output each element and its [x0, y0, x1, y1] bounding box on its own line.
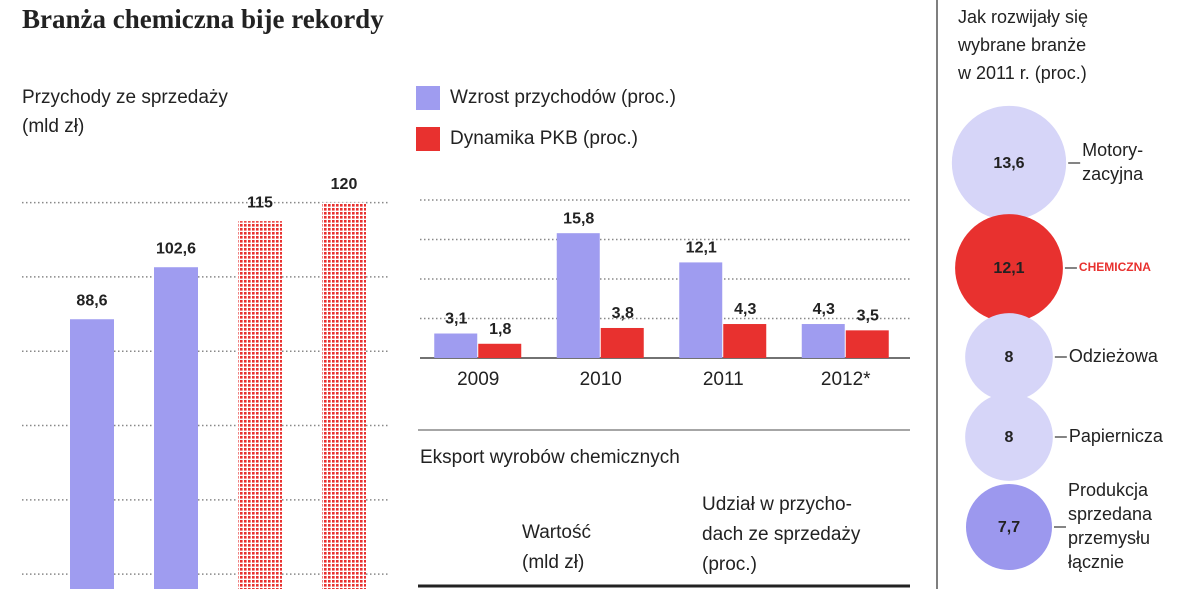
bar	[723, 324, 767, 358]
value-label: 7,7	[998, 519, 1020, 536]
category-label: Motory-	[1082, 140, 1143, 160]
bar	[154, 267, 198, 589]
column-header: (proc.)	[702, 554, 757, 575]
legend-swatch	[416, 127, 440, 151]
value-label: 1,8	[489, 321, 511, 338]
page-title: Branża chemiczna bije rekordy	[22, 4, 384, 34]
bubble	[965, 393, 1053, 481]
value-label: 102,6	[156, 240, 196, 257]
bubble	[965, 483, 1053, 571]
bar	[556, 233, 600, 358]
chart-subtitle: Jak rozwijały się	[958, 7, 1088, 27]
bubble	[955, 214, 1063, 322]
value-label: 8	[1005, 429, 1014, 446]
value-label: 4,3	[734, 301, 756, 318]
value-label: 120	[331, 176, 358, 193]
bar	[70, 319, 114, 589]
legend-swatch	[416, 86, 440, 110]
bar	[801, 324, 845, 358]
value-label: 15,8	[563, 210, 594, 227]
bar	[845, 330, 889, 358]
bar	[238, 221, 282, 589]
legend-label: Dynamika PKB (proc.)	[450, 128, 638, 149]
chart-subtitle: wybrane branże	[957, 35, 1086, 55]
bar	[600, 327, 644, 358]
category-label: zacyjna	[1082, 164, 1144, 184]
bar	[322, 202, 366, 589]
value-label: 3,1	[445, 311, 467, 328]
x-tick-label: 2011	[703, 369, 744, 390]
value-label: 4,3	[813, 301, 835, 318]
value-label: 12,1	[993, 260, 1024, 277]
chart-subtitle: (mld zł)	[22, 116, 84, 137]
value-label: 8	[1005, 349, 1014, 366]
column-header: (mld zł)	[522, 552, 584, 573]
category-label: Papiernicza	[1069, 426, 1164, 446]
x-tick-label: 2010	[580, 369, 622, 390]
column-header: dach ze sprzedaży	[702, 524, 861, 545]
bubble	[965, 313, 1053, 401]
column-header: Wartość	[522, 522, 591, 543]
bar	[478, 343, 522, 358]
category-label: przemysłu	[1068, 528, 1150, 548]
table-title: Eksport wyrobów chemicznych	[420, 447, 680, 468]
bubble	[951, 105, 1067, 221]
bar	[434, 333, 478, 358]
category-label: Produkcja	[1068, 480, 1149, 500]
value-label: 3,8	[612, 305, 634, 322]
category-label: Odzieżowa	[1069, 346, 1159, 366]
value-label: 3,5	[857, 308, 879, 325]
value-label: 115	[247, 194, 273, 211]
value-label: 88,6	[76, 292, 107, 309]
bar	[679, 262, 723, 358]
legend-label: Wzrost przychodów (proc.)	[450, 87, 676, 108]
value-label: 13,6	[993, 155, 1024, 172]
column-header: Udział w przycho-	[702, 494, 852, 515]
value-label: 12,1	[686, 240, 717, 257]
category-label: sprzedana	[1068, 504, 1153, 524]
x-tick-label: 2009	[457, 369, 499, 390]
category-label: łącznie	[1068, 552, 1124, 572]
chart-subtitle: Przychody ze sprzedaży	[22, 87, 228, 108]
category-label: CHEMICZNA	[1079, 260, 1151, 274]
chart-subtitle: w 2011 r. (proc.)	[957, 63, 1087, 83]
x-tick-label: 2012*	[821, 369, 871, 390]
